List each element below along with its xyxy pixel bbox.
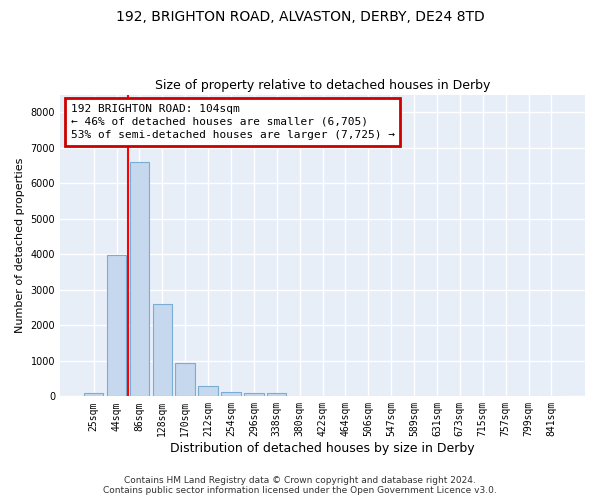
Bar: [199, 386, 218, 396]
Bar: [84, 394, 103, 396]
Bar: [267, 394, 286, 396]
Text: 192 BRIGHTON ROAD: 104sqm
← 46% of detached houses are smaller (6,705)
53% of se: 192 BRIGHTON ROAD: 104sqm ← 46% of detac…: [71, 104, 395, 140]
Text: Contains HM Land Registry data © Crown copyright and database right 2024.
Contai: Contains HM Land Registry data © Crown c…: [103, 476, 497, 495]
Bar: [130, 162, 149, 396]
Bar: [175, 362, 195, 396]
X-axis label: Distribution of detached houses by size in Derby: Distribution of detached houses by size …: [170, 442, 475, 455]
Bar: [244, 393, 263, 396]
Bar: [107, 255, 126, 396]
Bar: [221, 392, 241, 396]
Bar: [152, 304, 172, 396]
Title: Size of property relative to detached houses in Derby: Size of property relative to detached ho…: [155, 79, 490, 92]
Text: 192, BRIGHTON ROAD, ALVASTON, DERBY, DE24 8TD: 192, BRIGHTON ROAD, ALVASTON, DERBY, DE2…: [116, 10, 484, 24]
Y-axis label: Number of detached properties: Number of detached properties: [15, 158, 25, 333]
